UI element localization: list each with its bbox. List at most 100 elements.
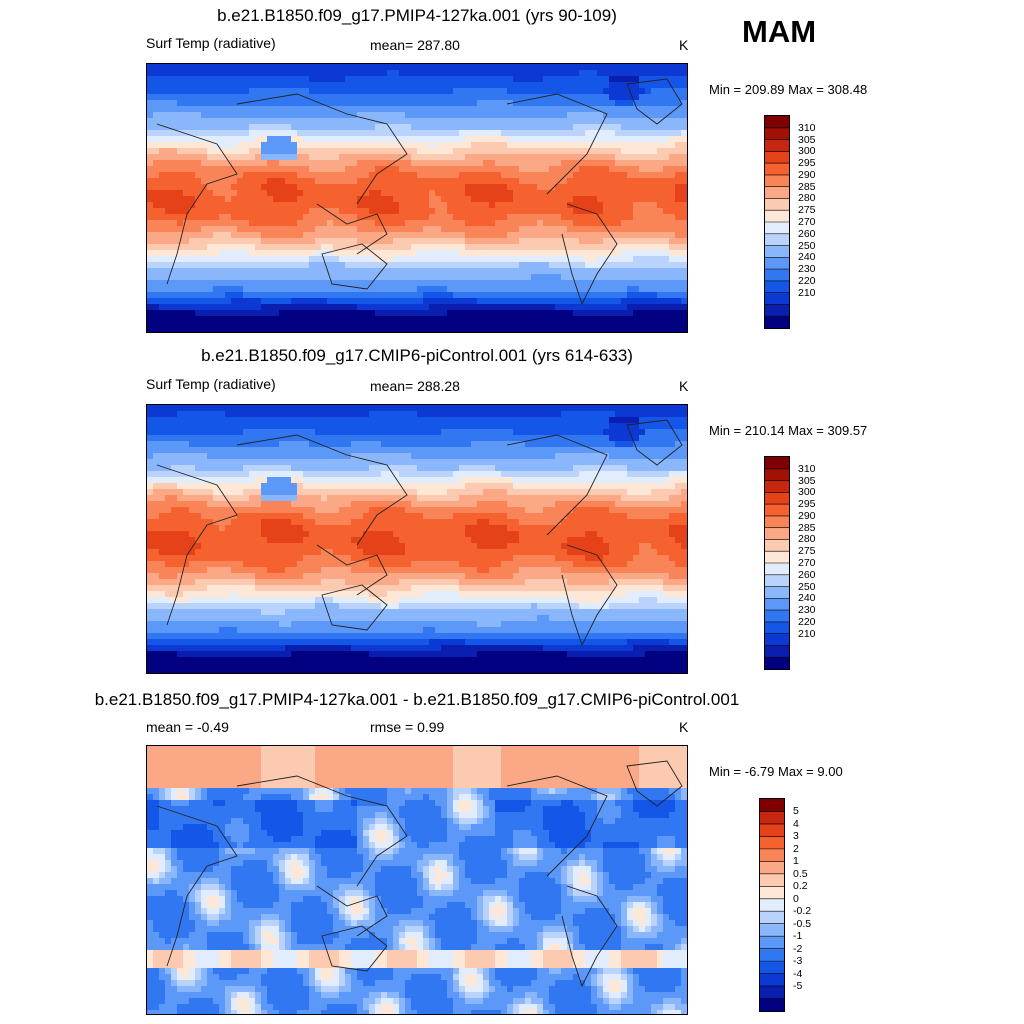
colorbar-swatch bbox=[760, 823, 784, 837]
colorbar-swatch bbox=[765, 480, 789, 493]
panel-3-minmax: Min = -6.79 Max = 9.00 bbox=[709, 764, 843, 779]
panel-3-field-svg bbox=[147, 746, 687, 1014]
coastline bbox=[156, 123, 238, 285]
coastline bbox=[321, 243, 388, 290]
colorbar-tick-label: 230 bbox=[798, 263, 816, 276]
colorbar-swatch bbox=[765, 586, 789, 599]
coastline bbox=[156, 464, 238, 626]
colorbar-tick-label: 4 bbox=[793, 817, 799, 830]
colorbar-swatch bbox=[765, 504, 789, 517]
coastline bbox=[561, 885, 618, 988]
colorbar-swatch bbox=[765, 563, 789, 576]
colorbar-swatch bbox=[765, 198, 789, 211]
colorbar-tick-label: 305 bbox=[798, 474, 816, 487]
colorbar-swatch bbox=[765, 174, 789, 188]
colorbar-tick-label: -3 bbox=[793, 955, 803, 968]
colorbar-swatch bbox=[765, 551, 789, 564]
coastline bbox=[626, 419, 683, 466]
coastline bbox=[506, 434, 608, 536]
coastline bbox=[316, 544, 388, 596]
panel-2-units: K bbox=[679, 378, 689, 394]
panel-2-map bbox=[146, 404, 688, 674]
colorbar-tick-label: 295 bbox=[798, 498, 816, 511]
colorbar-tick-label: 295 bbox=[798, 157, 816, 170]
colorbar-swatch bbox=[765, 457, 789, 470]
colorbar-swatch bbox=[760, 873, 784, 887]
coastline bbox=[321, 584, 388, 631]
colorbar-swatch bbox=[765, 574, 789, 588]
colorbar-tick-label: 280 bbox=[798, 533, 816, 546]
panel-3-rmse-label: rmse = 0.99 bbox=[370, 719, 445, 735]
colorbar-tick-label: 290 bbox=[798, 168, 816, 181]
panel-2-variable-label: Surf Temp (radiative) bbox=[146, 376, 276, 392]
colorbar-swatch bbox=[765, 257, 789, 270]
colorbar-swatch bbox=[765, 468, 789, 482]
panel-2-field-svg bbox=[147, 405, 687, 673]
colorbar-swatch bbox=[760, 848, 784, 862]
colorbar-swatch bbox=[765, 527, 789, 540]
colorbar-tick-label: 250 bbox=[798, 580, 816, 593]
panel-1-map bbox=[146, 63, 688, 333]
colorbar-swatch bbox=[765, 245, 789, 258]
colorbar-tick-label: 310 bbox=[798, 121, 816, 134]
colorbar-tick-label: 285 bbox=[798, 521, 816, 534]
colorbar-swatch bbox=[760, 986, 784, 1000]
panel-3-units: K bbox=[679, 719, 689, 735]
colorbar-tick-label: -4 bbox=[793, 967, 803, 980]
colorbar-swatch bbox=[765, 151, 789, 164]
colorbar-tick-label: 260 bbox=[798, 568, 816, 581]
colorbar-swatch bbox=[765, 139, 789, 152]
colorbar-tick-label: 260 bbox=[798, 227, 816, 240]
colorbar-tick-label: 1 bbox=[793, 855, 799, 868]
colorbar-tick-label: 220 bbox=[798, 615, 816, 628]
panel-3-mean-label: mean = -0.49 bbox=[146, 719, 229, 735]
colorbar-tick-label: 210 bbox=[798, 286, 816, 299]
panel-3-colorbar-svg bbox=[760, 799, 784, 1011]
colorbar-tick-label: 270 bbox=[798, 216, 816, 228]
colorbar-swatch bbox=[760, 973, 784, 987]
colorbar-swatch bbox=[760, 811, 784, 825]
panel-1-field-svg bbox=[147, 64, 687, 332]
colorbar-tick-label: 0.2 bbox=[793, 880, 808, 893]
colorbar-tick-label: 230 bbox=[798, 604, 816, 617]
colorbar-swatch bbox=[765, 292, 789, 305]
colorbar-swatch bbox=[765, 304, 789, 317]
colorbar-swatch bbox=[760, 886, 784, 900]
panel-1-colorbar bbox=[764, 115, 790, 329]
colorbar-tick-label: 290 bbox=[798, 509, 816, 522]
colorbar-tick-label: 0.5 bbox=[793, 867, 808, 880]
colorbar-swatch bbox=[765, 633, 789, 646]
colorbar-swatch bbox=[760, 998, 784, 1011]
colorbar-tick-label: 5 bbox=[793, 805, 799, 818]
colorbar-swatch bbox=[765, 127, 789, 141]
colorbar-swatch bbox=[760, 861, 784, 875]
colorbar-swatch bbox=[765, 186, 789, 199]
colorbar-tick-label: 220 bbox=[798, 274, 816, 287]
colorbar-swatch bbox=[765, 621, 789, 635]
colorbar-swatch bbox=[760, 936, 784, 950]
colorbar-tick-label: 250 bbox=[798, 239, 816, 252]
colorbar-tick-label: 280 bbox=[798, 192, 816, 205]
colorbar-swatch bbox=[765, 163, 789, 176]
panel-2-colorbar bbox=[764, 456, 790, 670]
colorbar-swatch bbox=[765, 222, 789, 235]
colorbar-swatch bbox=[765, 269, 789, 282]
panel-1-mean-label: mean= 287.80 bbox=[370, 37, 460, 53]
coastline bbox=[626, 78, 683, 125]
colorbar-swatch bbox=[765, 539, 789, 552]
colorbar-tick-label: -2 bbox=[793, 942, 803, 955]
colorbar-swatch bbox=[765, 280, 789, 294]
colorbar-swatch bbox=[765, 645, 789, 658]
coastline bbox=[236, 434, 408, 546]
colorbar-swatch bbox=[765, 515, 789, 529]
coastline bbox=[236, 93, 408, 205]
colorbar-swatch bbox=[765, 316, 789, 328]
colorbar-tick-label: 305 bbox=[798, 133, 816, 146]
colorbar-swatch bbox=[765, 492, 789, 505]
colorbar-swatch bbox=[765, 116, 789, 129]
panel-2-title: b.e21.B1850.f09_g17.CMIP6-piControl.001 … bbox=[201, 346, 633, 365]
coastline bbox=[561, 203, 618, 306]
colorbar-swatch bbox=[760, 911, 784, 925]
panel-1-title: b.e21.B1850.f09_g17.PMIP4-127ka.001 (yrs… bbox=[217, 6, 617, 25]
colorbar-swatch bbox=[760, 898, 784, 912]
